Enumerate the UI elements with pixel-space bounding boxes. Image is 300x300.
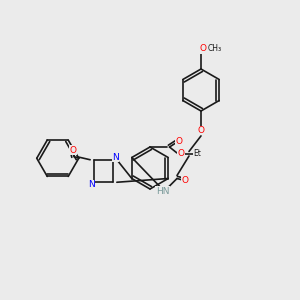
Text: HN: HN	[156, 187, 169, 196]
Text: N: N	[112, 153, 119, 162]
Text: CH₃: CH₃	[207, 44, 222, 53]
Text: O: O	[177, 149, 184, 158]
Text: O: O	[181, 176, 188, 184]
Text: O: O	[197, 126, 205, 135]
Text: O: O	[175, 137, 182, 146]
Text: O: O	[199, 44, 206, 53]
Text: Et: Et	[193, 149, 201, 158]
Text: N: N	[88, 180, 95, 189]
Text: O: O	[69, 146, 76, 155]
